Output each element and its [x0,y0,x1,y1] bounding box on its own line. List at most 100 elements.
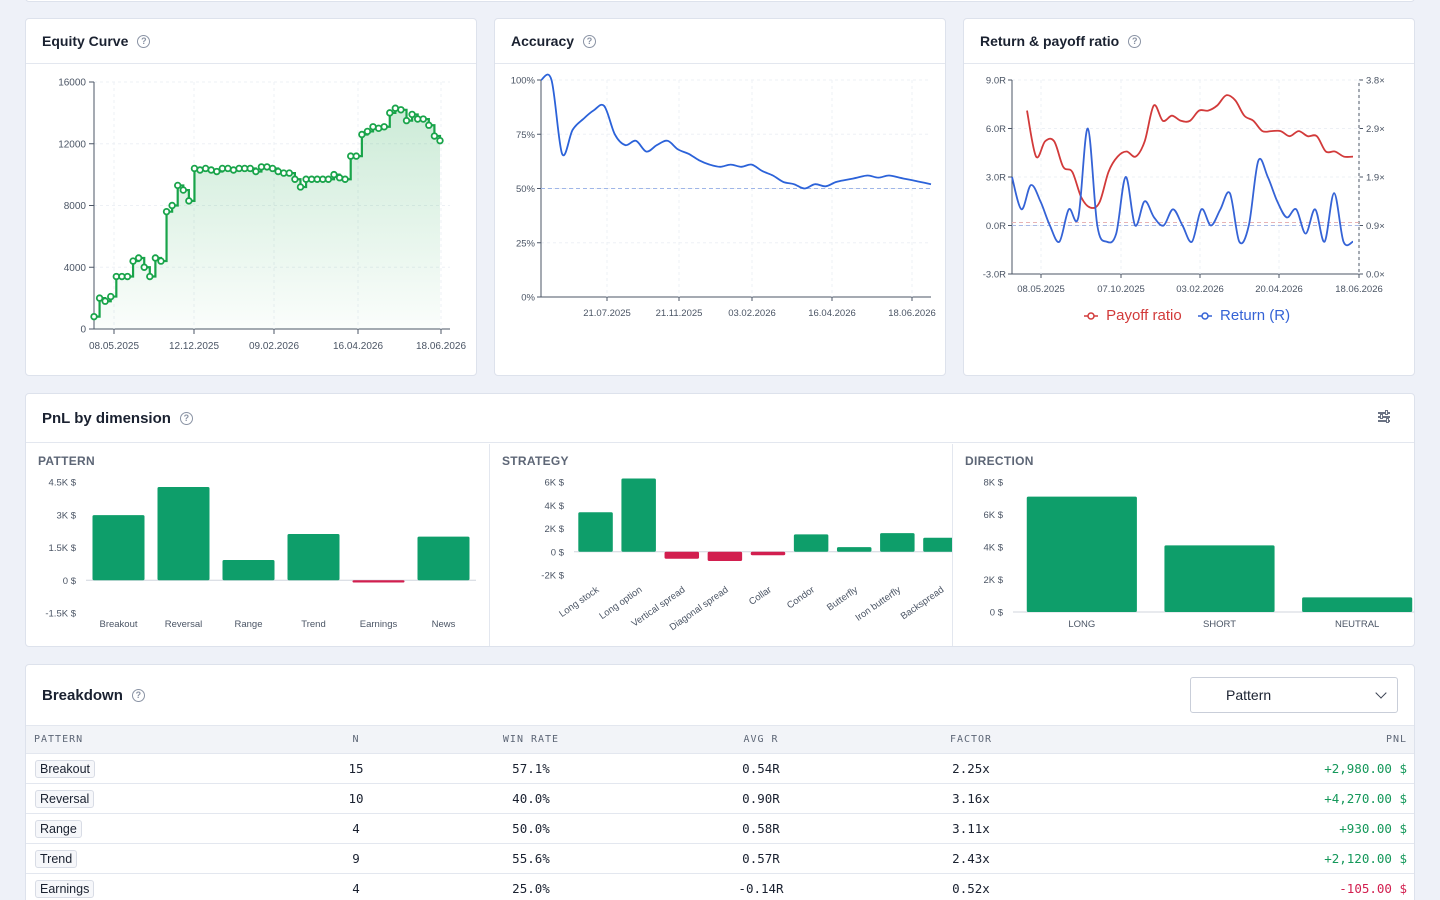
x-tick-label: SHORT [1203,619,1236,630]
bar [836,547,872,552]
pattern-tag[interactable]: Trend [35,849,78,868]
cell-pnl: +2,980.00 $ [1066,753,1414,784]
direction-panel: DIRECTION 8K $ 6K $ 4K $ 2K $ 0 $ LONG SHORT NE… [953,444,1414,646]
x-tick-label: LONG [1068,619,1095,630]
cell-win-rate: 40.0% [416,783,646,814]
col-header-win-rate[interactable]: WIN RATE [416,725,646,754]
equity-point [363,127,372,136]
pattern-tag[interactable]: Reversal [35,789,95,808]
y-tick-label: 6K $ [983,510,1003,521]
cell-pattern: Earnings [26,873,296,900]
y-tick-label: 8000 [64,201,87,212]
y-left-tick-label: 9.0R [986,76,1006,87]
cell-factor: 2.43x [876,843,1066,874]
accuracy-line [540,73,932,190]
equity-point [174,181,182,190]
pattern-tag[interactable]: Breakout [35,759,96,778]
pattern-label: PATTERN [38,454,95,468]
col-header-n[interactable]: N [296,725,416,754]
table-row[interactable]: Earnings 4 25.0% -0.14R 0.52x -105.00 $ [26,873,1414,900]
y-left-tick-label: 0.0R [986,221,1006,232]
pnl-dimension-card: PnL by dimension ? PATTERN 4.5K $ 3K $ 1.5… [25,393,1415,647]
col-header-factor[interactable]: FACTOR [876,725,1066,754]
cell-n: 9 [296,843,416,874]
table-row[interactable]: Reversal 10 40.0% 0.90R 3.16x +4,270.00 $ [26,783,1414,814]
equity-curve-header: Equity Curve ? [26,19,476,64]
y-right-tick-label: 1.9× [1366,173,1385,184]
bar [1302,597,1413,612]
cell-avg-r: 0.54R [646,753,876,784]
x-tick-label: 03.02.2026 [1176,284,1224,295]
pnl-dimension-header: PnL by dimension ? [26,394,1414,443]
equity-point [162,207,171,216]
accuracy-card: Accuracy ? 100% 75% 50% 25% 0% 21.07.2025 21.1… [494,18,946,376]
table-row[interactable]: Trend 9 55.6% 0.57R 2.43x +2,120.00 $ [26,843,1414,874]
payoff-line [1026,94,1354,209]
x-tick-label: Condor [785,584,817,611]
cell-pattern: Reversal [26,783,296,814]
accuracy-header: Accuracy ? [495,19,945,64]
x-tick-label: 21.07.2025 [583,308,631,319]
bar [923,537,958,552]
x-tick-label: 12.12.2025 [169,341,219,352]
equity-point [402,116,411,125]
y-tick-label: 100% [511,76,536,87]
equity-area [94,108,440,330]
x-tick-label: 21.11.2025 [656,308,703,319]
bar [1026,496,1137,612]
y-tick-label: 1.5K $ [49,543,77,554]
help-icon[interactable]: ? [583,34,597,48]
help-icon[interactable]: ? [1128,34,1142,48]
direction-bar-chart: 8K $ 6K $ 4K $ 2K $ 0 $ LONG SHORT NEUTRAL [983,478,1414,630]
legend-item-payoff[interactable]: Payoff ratio [1083,307,1190,324]
pattern-tag[interactable]: Range [35,819,82,838]
cell-factor: 0.52x [876,873,1066,900]
cell-n: 10 [296,783,416,814]
y-tick-label: 2K $ [544,524,564,535]
help-icon[interactable]: ? [137,34,151,48]
cell-win-rate: 25.0% [416,873,646,900]
x-tick-label: NEUTRAL [1335,619,1379,630]
col-header-avg-r[interactable]: AVG R [646,725,876,754]
y-tick-label: 8K $ [983,478,1003,489]
equity-point [179,186,187,194]
x-tick-label: Iron butterfly [853,584,903,623]
table-row[interactable]: Range 4 50.0% 0.58R 3.11x +930.00 $ [26,813,1414,844]
cell-avg-r: 0.90R [646,783,876,814]
equity-point [134,254,143,262]
legend-label-payoff: Payoff ratio [1106,307,1182,324]
x-tick-label: Butterfly [825,584,860,613]
select-value: Pattern [1226,687,1272,703]
breakdown-table: PATTERN N WIN RATE AVG R FACTOR PNL Brea… [26,725,1414,900]
return-payoff-header: Return & payoff ratio ? [964,19,1414,64]
equity-point [246,164,254,173]
sliders-icon[interactable] [1378,410,1392,423]
equity-point [430,132,439,140]
bar [664,551,700,559]
breakdown-title: Breakdown [42,686,123,704]
equity-point [95,294,104,302]
col-header-pnl[interactable]: PNL [1066,725,1414,754]
help-icon[interactable]: ? [131,688,145,702]
x-tick-label: 20.04.2026 [1255,284,1303,295]
accuracy-chart: 100% 75% 50% 25% 0% 21.07.2025 21.11.2025 03.02… [511,73,936,319]
col-header-pattern[interactable]: PATTERN [26,725,296,754]
x-tick-label: 08.05.2025 [89,341,139,352]
table-row[interactable]: Breakout 15 57.1% 0.54R 2.25x +2,980.00 $ [26,753,1414,784]
y-tick-label: 4K $ [983,543,1003,554]
y-tick-label: 0 [80,325,86,336]
legend-item-return[interactable]: Return (R) [1197,307,1294,324]
equity-point [330,170,338,179]
equity-point [425,121,433,129]
pattern-tag[interactable]: Earnings [35,879,95,898]
help-icon[interactable]: ? [179,411,193,425]
x-tick-label: Range [235,619,263,630]
breakdown-dimension-select[interactable]: Pattern [1190,677,1398,713]
x-tick-label: 07.10.2025 [1097,284,1145,295]
strategy-panel: STRATEGY 6K $4K $2K $0 $ -2K $ Long stock L… [490,444,962,646]
equity-point [129,257,137,265]
cell-n: 4 [296,873,416,900]
cell-pnl: +930.00 $ [1066,813,1414,844]
cell-win-rate: 50.0% [416,813,646,844]
bar [1164,545,1275,612]
